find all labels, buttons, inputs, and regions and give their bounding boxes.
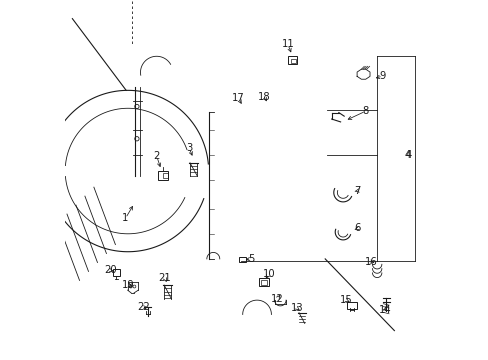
Text: 10: 10 — [262, 269, 275, 279]
Bar — [291, 59, 295, 63]
Bar — [287, 56, 296, 64]
Bar — [112, 269, 120, 276]
Text: 3: 3 — [185, 143, 192, 153]
Text: 8: 8 — [362, 106, 368, 116]
Text: 16: 16 — [364, 257, 377, 267]
Text: 1: 1 — [122, 213, 128, 223]
Text: 6: 6 — [354, 224, 360, 233]
Bar — [158, 171, 168, 180]
Bar — [259, 278, 269, 286]
Bar — [163, 173, 167, 178]
Text: 20: 20 — [104, 265, 117, 275]
Text: 22: 22 — [137, 302, 149, 312]
Text: 18: 18 — [257, 92, 270, 102]
Text: 15: 15 — [339, 295, 352, 305]
Text: 12: 12 — [270, 294, 283, 304]
Text: 9: 9 — [379, 71, 386, 81]
Bar — [346, 302, 356, 309]
Text: 2: 2 — [153, 151, 160, 161]
Bar — [261, 280, 266, 285]
Text: 5: 5 — [248, 254, 254, 264]
Text: 13: 13 — [290, 303, 303, 314]
Text: 7: 7 — [354, 186, 360, 196]
Text: 17: 17 — [231, 93, 244, 103]
Text: 21: 21 — [158, 273, 171, 283]
Text: 19: 19 — [122, 280, 134, 290]
Text: 14: 14 — [378, 305, 391, 315]
Text: 4: 4 — [405, 150, 411, 160]
Text: 4: 4 — [404, 150, 410, 160]
Bar — [239, 257, 245, 262]
Text: 11: 11 — [281, 40, 294, 49]
